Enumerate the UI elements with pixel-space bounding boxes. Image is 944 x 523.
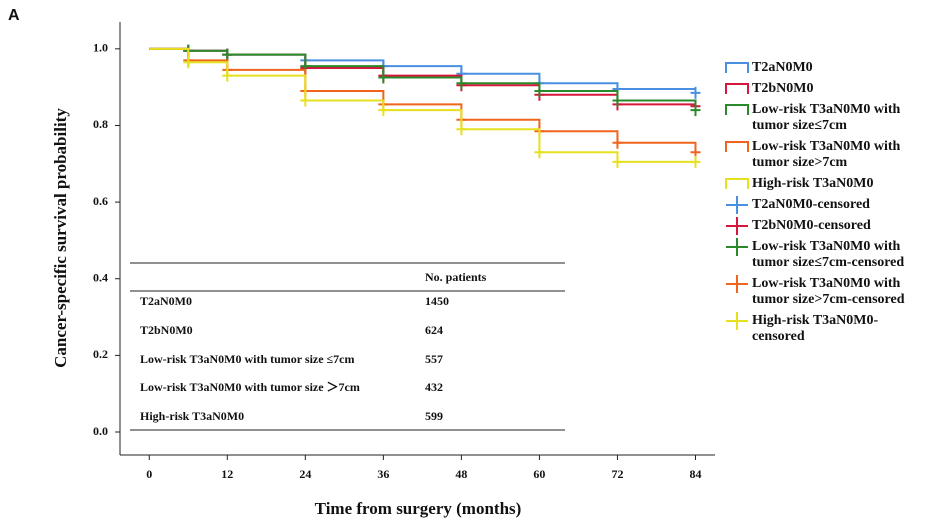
censor-mark <box>690 104 701 117</box>
y-tick-label: 0.8 <box>93 117 108 131</box>
y-tick-label: 0.6 <box>93 194 108 208</box>
x-tick-label: 84 <box>689 467 701 481</box>
legend-label: tumor size>7cm-censored <box>752 292 905 307</box>
panel-label: A <box>8 7 20 24</box>
censor-mark <box>456 123 467 136</box>
legend-label: tumor size≤7cm-censored <box>752 255 904 270</box>
legend-symbol <box>726 238 748 256</box>
legend-symbol <box>726 275 748 293</box>
censor-mark <box>378 104 389 117</box>
legend-label: Low-risk T3aN0M0 with <box>752 102 901 117</box>
censor-mark <box>378 71 389 84</box>
table-label: T2bN0M0 <box>140 323 193 337</box>
censor-mark <box>183 56 194 69</box>
legend-label: T2bN0M0 <box>752 81 813 96</box>
y-tick-label: 1.0 <box>93 41 108 55</box>
censor-mark <box>222 48 233 61</box>
legend-label: High-risk T3aN0M0 <box>752 176 873 191</box>
legend-label: T2aN0M0 <box>752 60 813 75</box>
legend-label: tumor size≤7cm <box>752 118 847 133</box>
x-tick-label: 36 <box>377 467 389 481</box>
legend-symbol <box>725 104 749 115</box>
legend-symbol <box>725 83 749 94</box>
censor-mark <box>690 155 701 168</box>
table-header: No. patients <box>425 270 487 284</box>
legend-label: T2bN0M0-censored <box>752 218 871 233</box>
censor-mark <box>534 146 545 159</box>
table-value: 1450 <box>425 294 449 308</box>
censor-mark <box>612 155 623 168</box>
censor-mark <box>300 94 311 107</box>
censor-mark <box>456 77 467 90</box>
table-value: 624 <box>425 323 443 337</box>
y-tick-label: 0.2 <box>93 347 108 361</box>
legend-symbol <box>725 62 749 73</box>
legend-label: High-risk T3aN0M0- <box>752 313 878 328</box>
x-tick-label: 0 <box>146 467 152 481</box>
x-tick-label: 12 <box>221 467 233 481</box>
x-tick-label: 72 <box>611 467 623 481</box>
legend-label: Low-risk T3aN0M0 with <box>752 139 901 154</box>
table-label: T2aN0M0 <box>140 294 192 308</box>
censor-mark <box>690 86 701 99</box>
legend-label: T2aN0M0-censored <box>752 197 870 212</box>
x-tick-label: 60 <box>533 467 545 481</box>
table-value: 557 <box>425 352 443 366</box>
x-axis-label: Time from surgery (months) <box>315 499 522 518</box>
censor-mark <box>534 84 545 97</box>
table-label: High-risk T3aN0M0 <box>140 409 244 423</box>
legend-symbol <box>725 141 749 152</box>
legend-symbol <box>725 178 749 189</box>
y-tick-label: 0.4 <box>93 270 108 284</box>
censor-mark <box>222 69 233 82</box>
censor-mark <box>612 94 623 107</box>
legend-label: censored <box>752 329 805 344</box>
y-tick-label: 0.0 <box>93 424 108 438</box>
table-label: Low-risk T3aN0M0 with tumor size ≤7cm <box>140 352 354 366</box>
x-tick-label: 24 <box>299 467 311 481</box>
legend-symbol <box>726 312 748 330</box>
legend-label: Low-risk T3aN0M0 with <box>752 239 901 254</box>
x-tick-label: 48 <box>455 467 467 481</box>
legend-symbol <box>726 196 748 214</box>
table-label: Low-risk T3aN0M0 with tumor size ＞7cm <box>140 380 360 394</box>
legend-label: Low-risk T3aN0M0 with <box>752 276 901 291</box>
censor-mark <box>612 136 623 149</box>
y-axis-label: Cancer-specific survival probability <box>51 108 70 368</box>
table-value: 599 <box>425 409 443 423</box>
table-value: 432 <box>425 380 443 394</box>
legend-symbol <box>726 217 748 235</box>
legend-label: tumor size>7cm <box>752 155 848 170</box>
